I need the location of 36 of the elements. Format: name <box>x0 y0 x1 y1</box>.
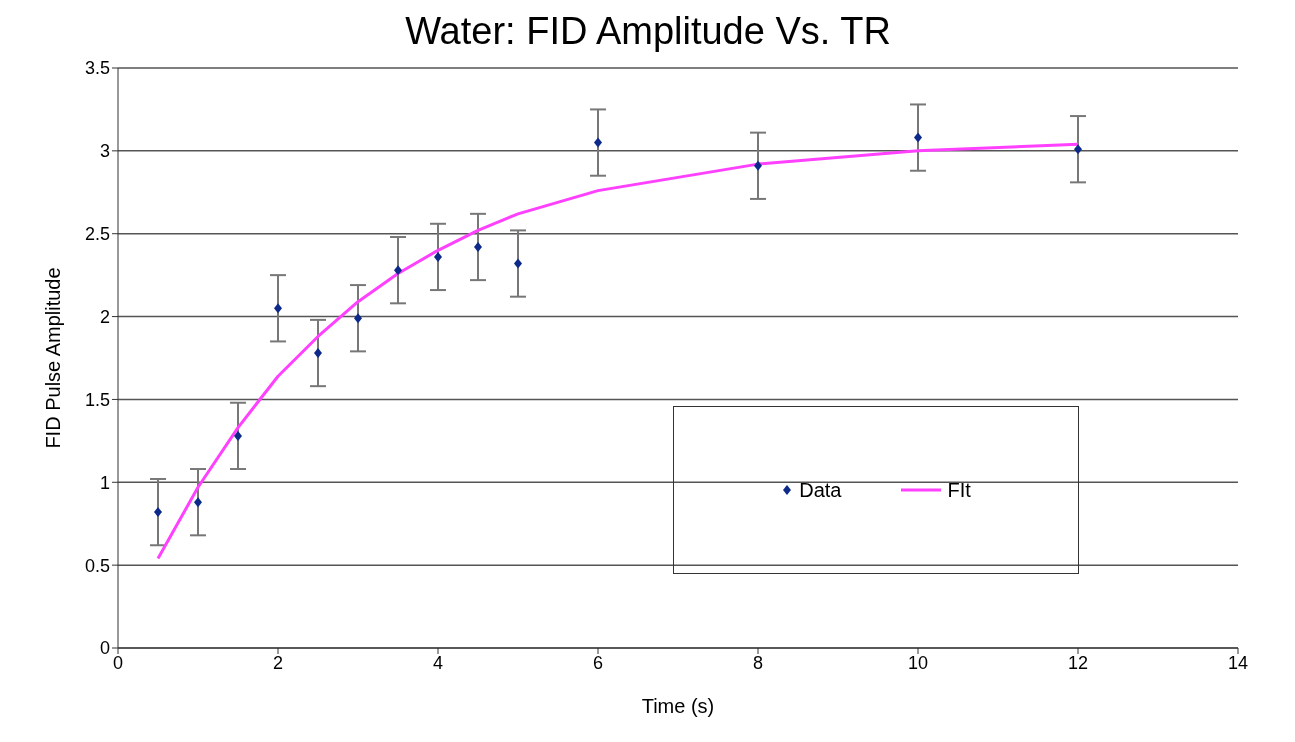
x-tick-label: 10 <box>907 652 929 673</box>
point <box>234 430 242 441</box>
x-tick-label: 14 <box>1227 652 1249 673</box>
point <box>274 303 282 314</box>
y-tick-label: 1 <box>99 472 110 493</box>
point <box>914 132 922 143</box>
point <box>394 265 402 276</box>
point <box>354 313 362 324</box>
y-tick-label: 2.5 <box>84 224 110 245</box>
point <box>314 348 322 359</box>
x-tick-label: 0 <box>112 652 124 673</box>
y-tick-label: 3.5 <box>84 58 110 79</box>
chart-title: Water: FID Amplitude Vs. TR <box>404 10 892 53</box>
point <box>194 497 202 508</box>
x-tick-label: 2 <box>272 652 284 673</box>
point <box>754 160 762 171</box>
y-tick-label: 1.5 <box>84 389 110 410</box>
y-tick-label: 0 <box>99 638 110 659</box>
x-tick-label: 4 <box>432 652 444 673</box>
y-tick-label: 0.5 <box>84 555 110 576</box>
point <box>154 507 162 518</box>
x-tick-label: 8 <box>752 652 764 673</box>
point <box>434 251 442 262</box>
y-tick-label: 2 <box>99 306 110 327</box>
legend-label: Data <box>799 478 842 502</box>
y-axis-title: FID Pulse Amplitude <box>42 267 65 449</box>
legend-label: FIt <box>947 478 971 502</box>
point <box>514 258 522 269</box>
y-tick-label: 3 <box>99 141 110 162</box>
point <box>474 241 482 252</box>
x-tick-label: 6 <box>592 652 604 673</box>
x-tick-label: 12 <box>1067 652 1089 673</box>
point <box>594 137 602 148</box>
x-axis-title: Time (s) <box>641 695 715 717</box>
line-series <box>156 142 1080 561</box>
point <box>1074 144 1082 155</box>
